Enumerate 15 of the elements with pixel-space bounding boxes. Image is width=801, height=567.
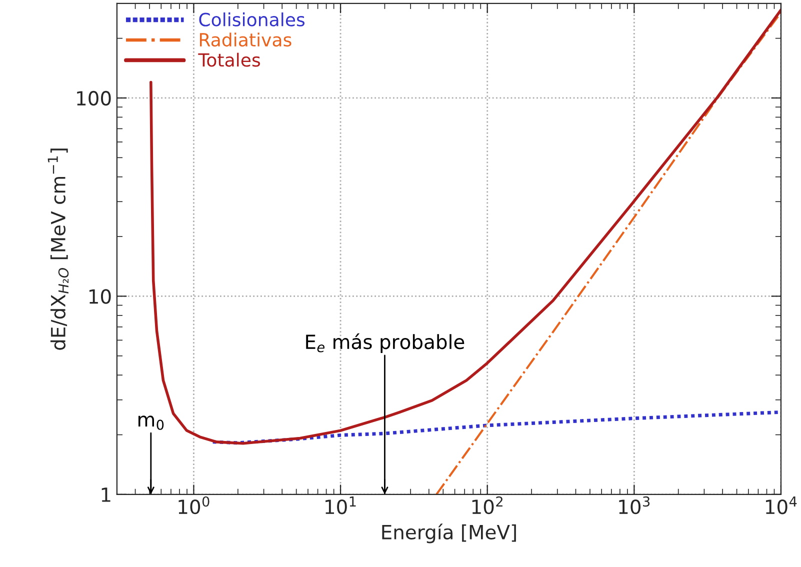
y-axis-title: dE/dX$_{H₂O}$ [MeV cm$^{−1}$] [48,148,69,350]
y-tick-label: 100 [77,90,111,106]
x-tick-label: 10$^{0}$ [178,496,210,514]
legend-label: Totales [198,52,260,67]
text: Colisionales [199,12,305,26]
x-tick-label: 10$^{3}$ [619,496,650,514]
legend-label: Radiativas [200,32,292,47]
ref-line-label: E$_{e}$ más probable [306,333,464,353]
x-tick-label: 10$^{2}$ [472,496,502,514]
y-tick-label: 10 [89,289,111,304]
x-tick-label: 10$^{4}$ [766,496,797,514]
x-tick-label: 10$^{1}$ [326,496,356,514]
y-tick-label: 1 [102,488,110,502]
ref-line-label: m$_{0}$ [138,416,164,430]
x-axis-title: Energía [MeV] [382,524,516,544]
